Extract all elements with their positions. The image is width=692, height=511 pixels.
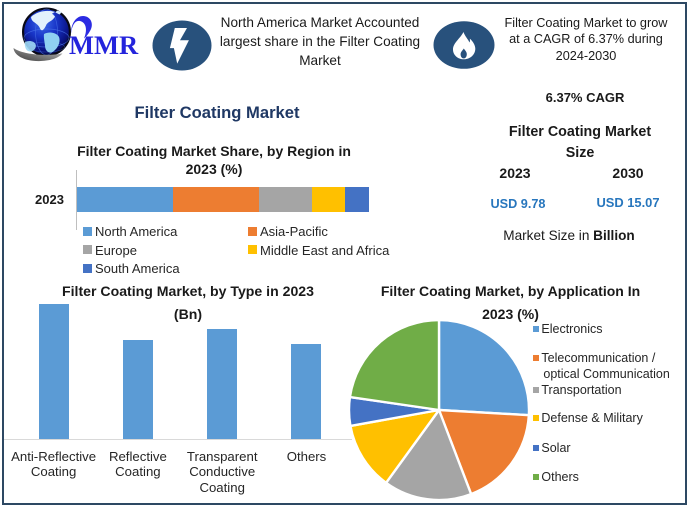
svg-text:MMR: MMR (69, 30, 139, 60)
